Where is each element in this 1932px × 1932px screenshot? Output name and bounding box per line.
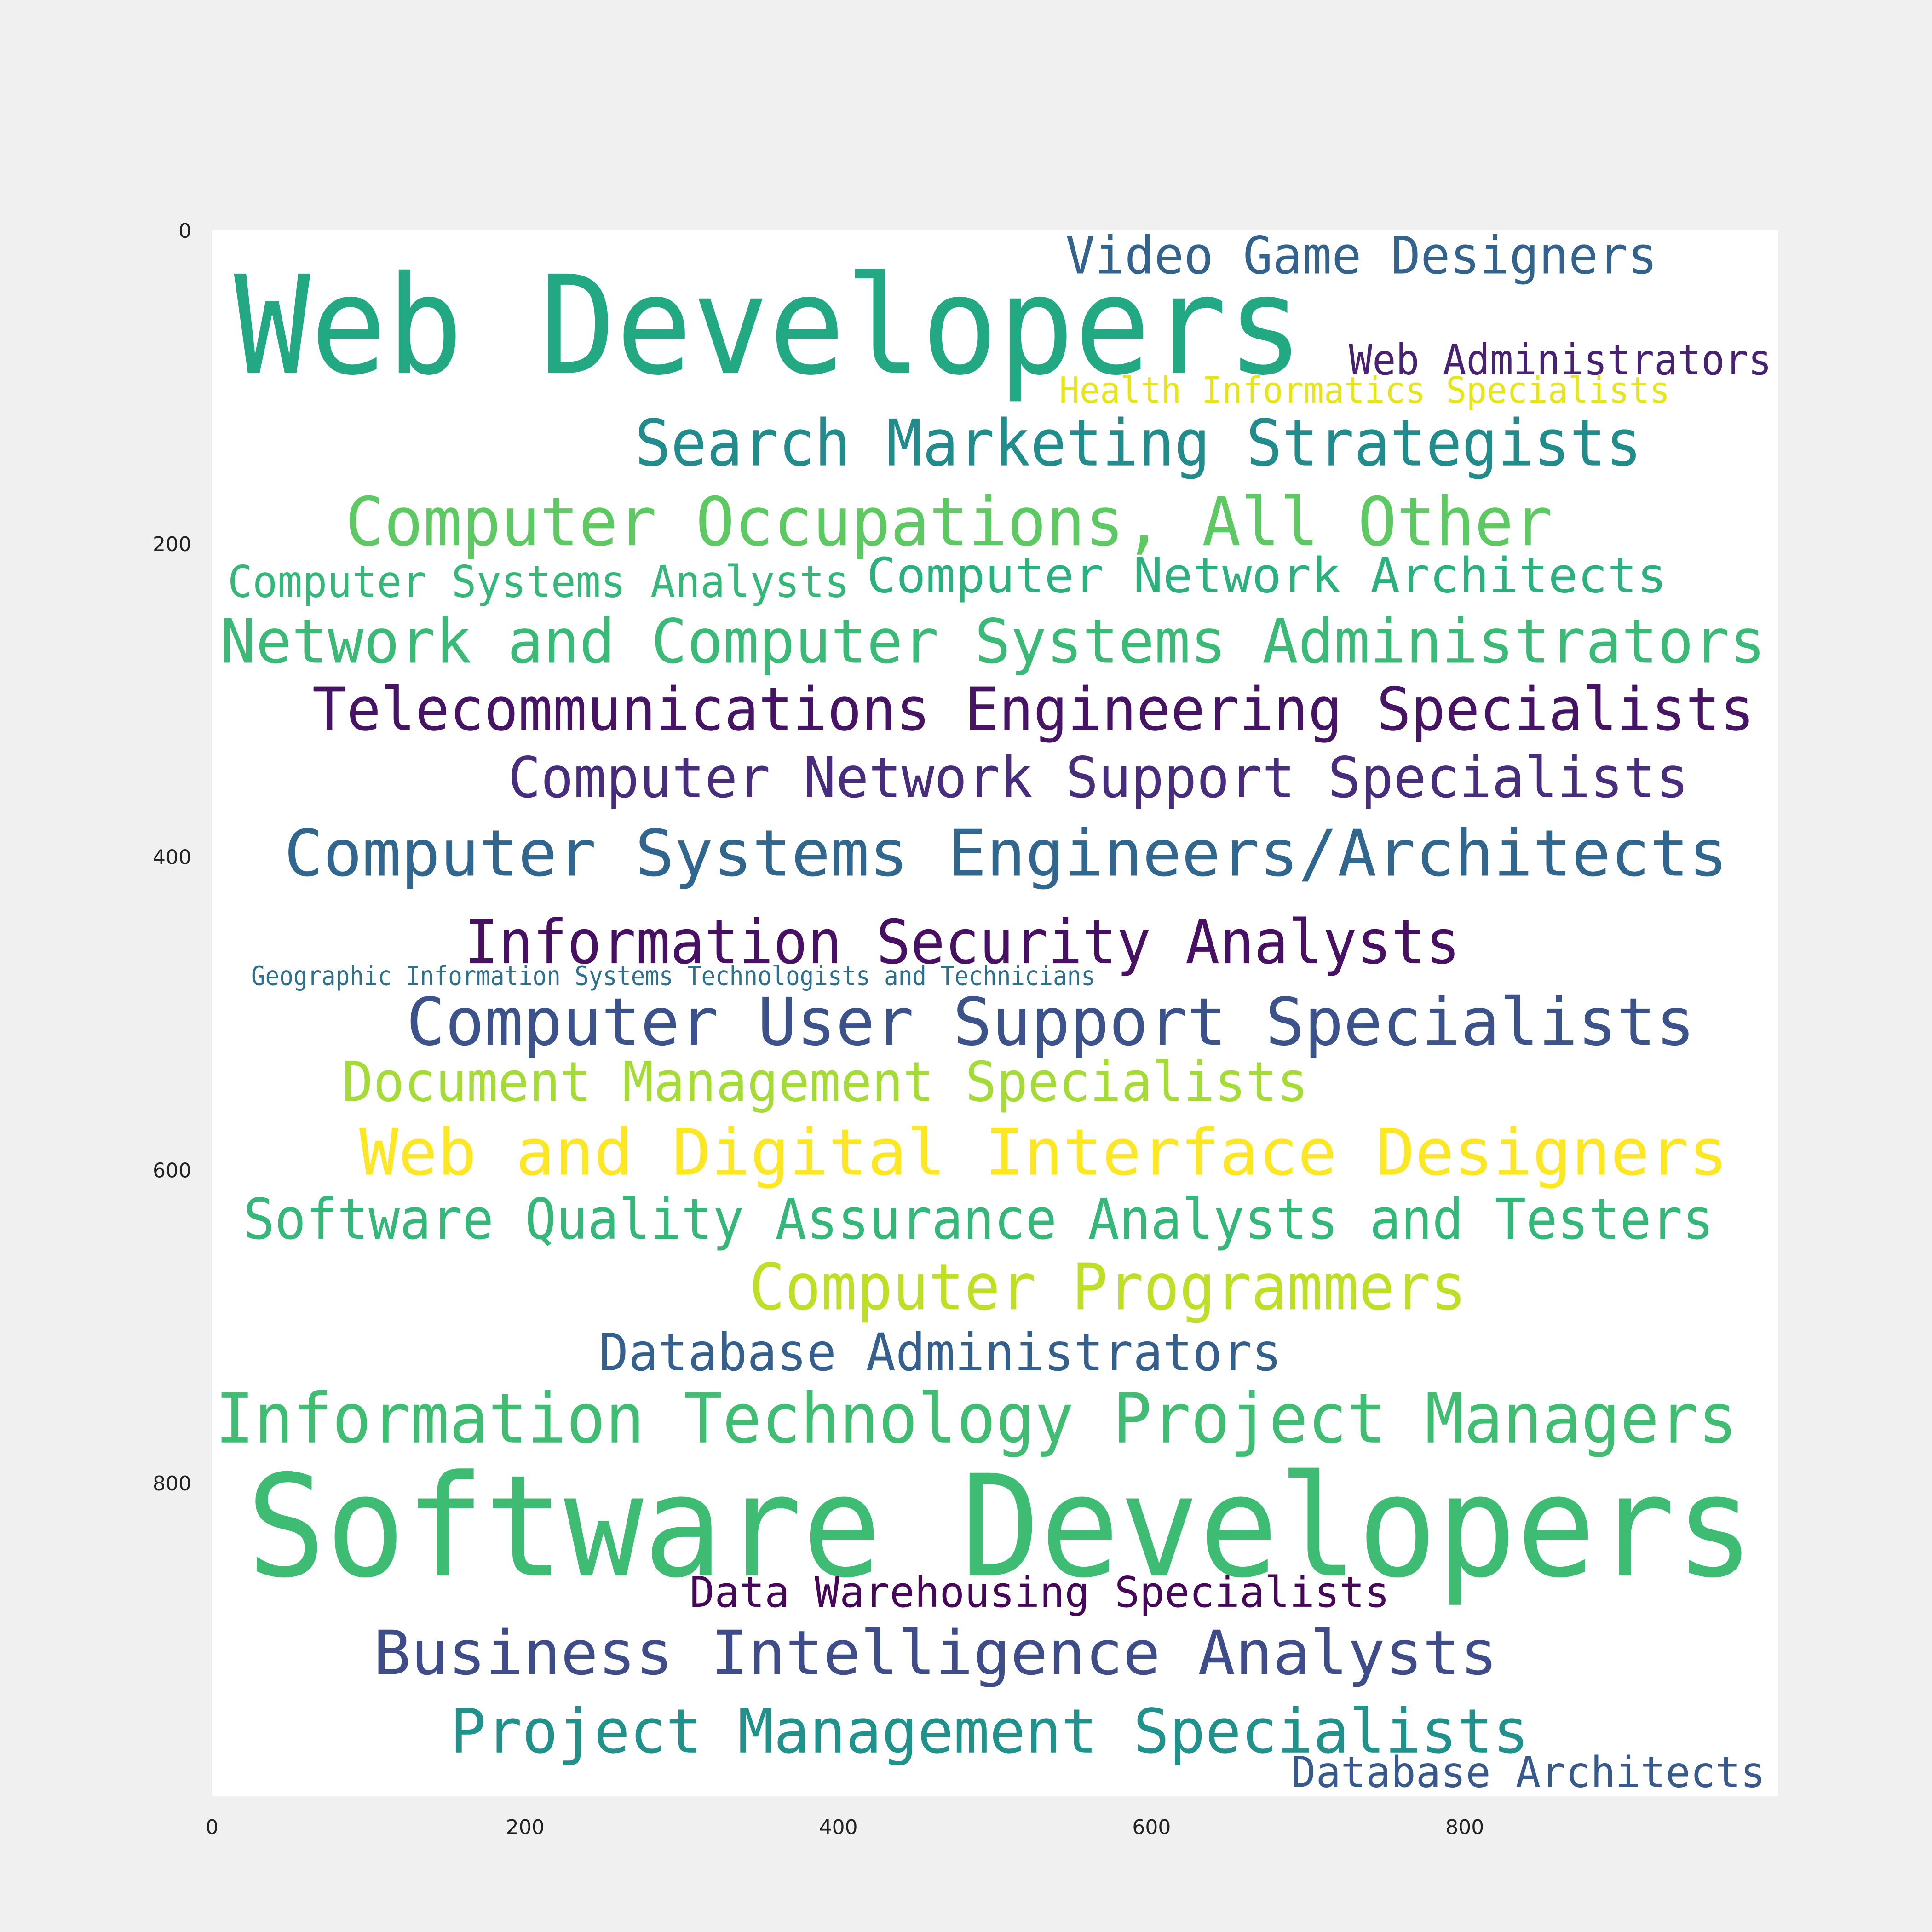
x-tick-label: 800: [1445, 1816, 1484, 1839]
word: Computer Network Architects: [867, 547, 1667, 604]
y-tick-label: 0: [178, 219, 191, 243]
word: Data Warehousing Specialists: [690, 1568, 1390, 1617]
word: Information Security Analysts: [464, 907, 1460, 978]
word: Document Management Specialists: [342, 1051, 1308, 1115]
y-tick-label: 400: [153, 846, 191, 869]
word: Computer Programmers: [749, 1249, 1466, 1324]
word: Computer Occupations, All Other: [345, 483, 1552, 561]
word: Web Administrators: [1349, 335, 1771, 385]
word: Video Game Designers: [1065, 226, 1657, 286]
word: Computer Systems Analysts: [228, 557, 849, 608]
plot-area: [212, 230, 1778, 1796]
word: Health Informatics Specialists: [1059, 369, 1670, 411]
x-tick-label: 200: [506, 1816, 545, 1839]
x-tick-label: 600: [1132, 1816, 1171, 1839]
word: Search Marketing Strategists: [635, 406, 1642, 481]
word: Web and Digital Interface Designers: [359, 1115, 1728, 1190]
x-tick-label: 400: [819, 1816, 858, 1839]
word: Telecommunications Engineering Specialis…: [312, 675, 1754, 744]
word: Network and Computer Systems Administrat…: [220, 607, 1765, 678]
y-tick-label: 200: [153, 533, 191, 556]
x-tick-label: 0: [206, 1816, 218, 1839]
word: Computer Network Support Specialists: [508, 745, 1689, 811]
word: Database Architects: [1291, 1748, 1765, 1797]
y-tick-label: 800: [153, 1472, 191, 1495]
word: Web Developers: [234, 247, 1304, 405]
word: Software Quality Assurance Analysts and …: [243, 1186, 1714, 1252]
y-tick-label: 600: [153, 1159, 191, 1182]
word: Database Administrators: [599, 1323, 1282, 1383]
word: Geographic Information Systems Technolog…: [251, 960, 1095, 992]
word: Project Management Specialists: [450, 1696, 1529, 1767]
word: Information Technology Project Managers: [215, 1379, 1737, 1459]
word: Computer Systems Engineers/Architects: [284, 816, 1728, 891]
word: Computer User Support Specialists: [406, 983, 1695, 1060]
word: Software Developers: [247, 1445, 1754, 1609]
word: Business Intelligence Analysts: [374, 1618, 1498, 1689]
